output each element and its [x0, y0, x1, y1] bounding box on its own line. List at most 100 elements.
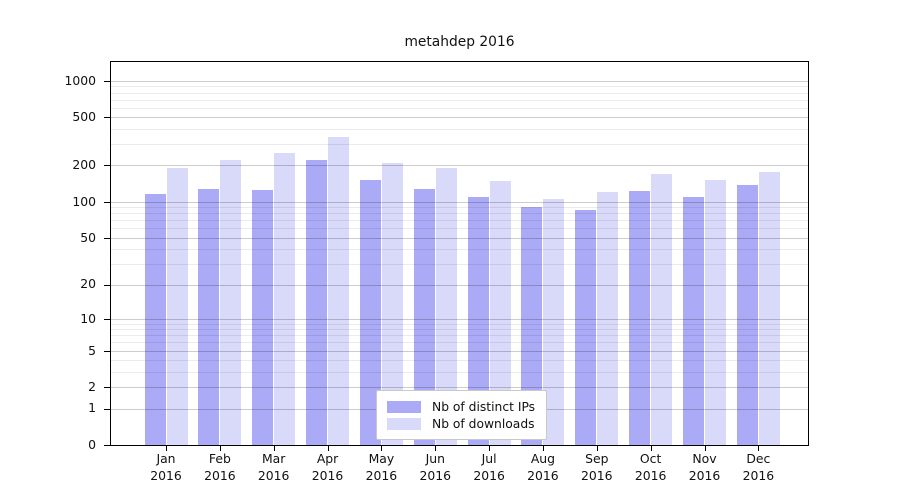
y-tick-mark	[104, 165, 110, 167]
x-tick-label: Jun 2016	[403, 451, 467, 484]
x-tick-label-line: 2016	[257, 467, 290, 483]
x-tick-label: Mar 2016	[242, 451, 306, 484]
y-tick-label: 2	[88, 379, 96, 395]
y-tick-mark	[104, 117, 110, 119]
bars-layer	[111, 62, 808, 445]
legend-item: Nb of distinct IPs	[387, 398, 536, 415]
bar-downloads	[166, 168, 188, 445]
y-tick-mark	[104, 387, 110, 389]
x-tick-mark	[219, 446, 221, 451]
x-tick-label-line: 2016	[150, 467, 182, 483]
y-tick-label: 20	[80, 276, 96, 292]
bar-distinct-ips	[629, 190, 651, 445]
y-tick-label: 10	[80, 310, 96, 326]
x-tick-mark	[758, 446, 760, 451]
y-tick-label: 100	[72, 193, 96, 209]
x-tick-mark	[166, 446, 167, 451]
x-tick-label: Jul 2016	[457, 451, 521, 484]
x-tick-label: Aug 2016	[511, 451, 575, 484]
y-tick-label: 50	[80, 229, 96, 245]
bar-downloads	[651, 173, 673, 445]
y-tick-label: 500	[72, 109, 96, 125]
bar-distinct-ips	[413, 188, 435, 445]
bar-distinct-ips	[736, 185, 758, 445]
x-tick-label: Feb 2016	[188, 451, 252, 484]
legend: Nb of distinct IPs Nb of downloads	[376, 390, 547, 440]
y-tick-label: 1	[88, 400, 96, 416]
bar-downloads	[435, 167, 457, 445]
bar-downloads	[758, 172, 780, 445]
y-tick-mark	[104, 408, 110, 410]
x-tick-label: Sep 2016	[565, 451, 629, 484]
y-tick-mark	[104, 237, 110, 239]
x-tick-label-line: 2016	[742, 467, 775, 483]
bar-distinct-ips	[144, 194, 166, 445]
x-tick-label-line: Jun	[425, 451, 445, 466]
legend-label: Nb of distinct IPs	[432, 399, 536, 414]
x-tick-label-line: 2016	[419, 467, 452, 483]
x-tick-label-line: Jul	[481, 451, 497, 466]
y-tick-label: 0	[88, 437, 96, 452]
bar-downloads	[597, 192, 619, 445]
y-tick-mark	[104, 445, 110, 446]
bar-distinct-ips	[359, 180, 381, 445]
x-tick-label: Nov 2016	[673, 451, 737, 484]
x-tick-mark	[327, 446, 329, 451]
bar-downloads	[328, 137, 350, 445]
x-tick-label-line: 2016	[365, 467, 398, 483]
bar-distinct-ips	[252, 189, 274, 445]
y-tick-mark	[104, 80, 110, 82]
x-tick-mark	[543, 446, 544, 451]
x-tick-label-line: May	[368, 451, 395, 466]
bar-distinct-ips	[467, 196, 489, 445]
bar-distinct-ips	[198, 189, 220, 445]
bar-distinct-ips	[521, 207, 543, 445]
bar-downloads	[274, 153, 296, 445]
x-tick-label-line: Apr	[316, 451, 339, 466]
x-tick-label: Oct 2016	[619, 451, 683, 484]
x-tick-mark	[435, 446, 437, 451]
x-tick-label-line: Mar	[261, 451, 286, 466]
x-tick-label-line: 2016	[688, 467, 721, 483]
x-tick-label-line: Jan	[156, 451, 176, 466]
x-tick-mark	[381, 446, 383, 451]
legend-swatch	[387, 417, 421, 430]
x-tick-label-line: 2016	[634, 467, 667, 483]
y-tick-mark	[104, 350, 110, 352]
x-tick-mark	[650, 446, 652, 451]
x-tick-mark	[489, 446, 491, 451]
y-tick-mark	[104, 284, 110, 286]
x-tick-label-line: Aug	[530, 451, 556, 466]
bar-distinct-ips	[575, 209, 597, 445]
x-tick-label-line: 2016	[204, 467, 236, 483]
x-tick-label-line: 2016	[581, 467, 613, 483]
chart-title: metahdep 2016	[404, 34, 515, 50]
x-tick-label-line: 2016	[473, 467, 505, 483]
bar-downloads	[489, 180, 511, 445]
plot-area: Nb of distinct IPs Nb of downloads	[110, 61, 809, 446]
x-tick-label-line: Dec	[746, 451, 771, 466]
x-tick-label-line: Nov	[692, 451, 717, 466]
bar-downloads	[705, 180, 726, 445]
x-tick-label-line: Feb	[208, 451, 231, 466]
x-tick-label: Apr 2016	[296, 451, 360, 484]
y-tick-mark	[104, 201, 110, 203]
x-tick-mark	[596, 446, 598, 451]
x-tick-label-line: 2016	[311, 467, 344, 483]
legend-item: Nb of downloads	[387, 415, 536, 432]
x-tick-mark	[273, 446, 275, 451]
y-tick-label: 200	[72, 157, 96, 173]
y-tick-label: 5	[88, 342, 96, 358]
bar-distinct-ips	[306, 160, 328, 445]
x-tick-label: May 2016	[349, 451, 413, 484]
bar-distinct-ips	[683, 196, 704, 445]
x-tick-label: Dec 2016	[726, 451, 790, 484]
legend-label: Nb of downloads	[432, 416, 535, 431]
bar-downloads	[381, 162, 403, 445]
x-tick-label-line: 2016	[527, 467, 559, 483]
y-tick-mark	[104, 318, 110, 320]
x-tick-label-line: Oct	[639, 451, 662, 466]
y-tick-label: 1000	[64, 72, 96, 88]
bar-downloads	[543, 198, 565, 445]
